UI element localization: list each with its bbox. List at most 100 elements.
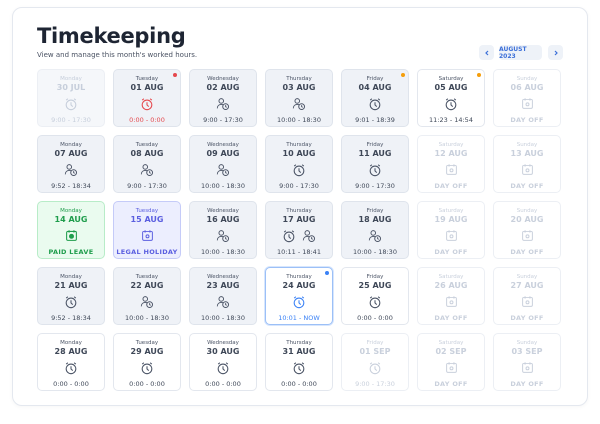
day-hours: 0:00 - 0:00 [357,314,393,322]
day-cell[interactable]: Monday 07 AUG 9:52 - 18:34 [37,135,105,193]
calendar-icon [521,163,534,176]
day-cell[interactable]: Wednesday 16 AUG 10:00 - 18:30 [189,201,257,259]
day-date: 02 AUG [206,83,240,92]
day-cell[interactable]: Wednesday 23 AUG 10:00 - 18:30 [189,267,257,325]
status-dot [173,73,177,77]
day-cell[interactable]: Sunday 03 SEP DAY OFF [493,333,561,391]
day-of-week: Tuesday [135,208,159,214]
chevron-right-icon [554,50,558,55]
day-hours: DAY OFF [434,182,468,190]
day-cell[interactable]: Wednesday 02 AUG 9:00 - 17:30 [189,69,257,127]
day-date: 04 AUG [358,83,392,92]
calendar-grid: Monday 30 JUL 9:00 - 17:30 Tuesday 01 AU… [37,69,561,391]
day-date: 22 AUG [130,281,164,290]
day-hours: 9:01 - 18:39 [355,116,395,124]
person-clock-icon [216,295,230,309]
day-cell[interactable]: Saturday 12 AUG DAY OFF [417,135,485,193]
clock-icon [368,97,382,111]
day-cell[interactable]: Friday 25 AUG 0:00 - 0:00 [341,267,409,325]
clock-icon [140,361,154,375]
day-cell[interactable]: Friday 18 AUG 10:00 - 18:30 [341,201,409,259]
day-of-week: Friday [366,76,384,82]
day-of-week: Sunday [516,274,538,280]
person-clock-icon [140,163,154,177]
day-cell[interactable]: Thursday 10 AUG 9:00 - 17:30 [265,135,333,193]
clock-icon [368,295,382,309]
person-clock-icon [216,229,230,243]
day-date: 28 AUG [54,347,88,356]
day-cell[interactable]: Thursday 03 AUG 10:00 - 18:30 [265,69,333,127]
calendar-icon [445,295,458,308]
day-of-week: Friday [366,274,384,280]
day-date: 09 AUG [206,149,240,158]
prev-month-button[interactable] [479,45,494,60]
day-cell[interactable]: Saturday 26 AUG DAY OFF [417,267,485,325]
day-cell[interactable]: Wednesday 09 AUG 10:00 - 18:30 [189,135,257,193]
day-date: 26 AUG [434,281,468,290]
page-subtitle: View and manage this month's worked hour… [37,51,198,59]
day-of-week: Saturday [438,142,464,148]
day-of-week: Sunday [516,76,538,82]
day-hours: 9:00 - 17:30 [51,116,91,124]
day-cell[interactable]: Friday 11 AUG 9:00 - 17:30 [341,135,409,193]
day-cell[interactable]: Saturday 19 AUG DAY OFF [417,201,485,259]
day-hours: DAY OFF [434,248,468,256]
day-date: 30 AUG [206,347,240,356]
day-cell[interactable]: Sunday 27 AUG DAY OFF [493,267,561,325]
day-cell[interactable]: Monday 28 AUG 0:00 - 0:00 [37,333,105,391]
day-date: 14 AUG [54,215,88,224]
next-month-button[interactable] [548,45,563,60]
day-cell[interactable]: Monday 14 AUG PAID LEAVE [37,201,105,259]
day-date: 24 AUG [282,281,316,290]
day-cell[interactable]: Friday 04 AUG 9:01 - 18:39 [341,69,409,127]
day-date: 01 AUG [130,83,164,92]
person-clock-icon [368,229,382,243]
day-date: 15 AUG [130,215,164,224]
day-hours: 10:01 - NOW [278,314,320,322]
day-hours: 9:00 - 17:30 [127,182,167,190]
day-hours: DAY OFF [510,380,544,388]
day-hours: 10:00 - 18:30 [353,248,397,256]
day-of-week: Wednesday [207,340,239,346]
clock-icon [292,361,306,375]
day-cell[interactable]: Sunday 06 AUG DAY OFF [493,69,561,127]
day-cell[interactable]: Tuesday 01 AUG 0:00 - 0:00 [113,69,181,127]
day-of-week: Thursday [286,274,312,280]
day-hours: DAY OFF [510,314,544,322]
day-cell[interactable]: Monday 21 AUG 9:52 - 18:34 [37,267,105,325]
day-of-week: Tuesday [135,76,159,82]
day-hours: 0:00 - 0:00 [129,380,165,388]
day-cell[interactable]: Thursday 31 AUG 0:00 - 0:00 [265,333,333,391]
day-cell[interactable]: Sunday 20 AUG DAY OFF [493,201,561,259]
calendar-icon [445,163,458,176]
day-cell[interactable]: Wednesday 30 AUG 0:00 - 0:00 [189,333,257,391]
day-cell[interactable]: Sunday 13 AUG DAY OFF [493,135,561,193]
day-hours: 0:00 - 0:00 [53,380,89,388]
day-cell[interactable]: Monday 30 JUL 9:00 - 17:30 [37,69,105,127]
day-cell[interactable]: Thursday 24 AUG 10:01 - NOW [265,267,333,325]
day-date: 27 AUG [510,281,544,290]
day-date: 10 AUG [282,149,316,158]
day-cell[interactable]: Friday 01 SEP 9:00 - 17:30 [341,333,409,391]
day-of-week: Monday [60,274,82,280]
day-cell[interactable]: Saturday 02 SEP DAY OFF [417,333,485,391]
month-selector[interactable]: AUGUST 2023 [499,45,542,60]
calendar-icon [445,361,458,374]
clock-icon [444,97,458,111]
day-cell[interactable]: Thursday 17 AUG 10:11 - 18:41 [265,201,333,259]
day-of-week: Monday [60,340,82,346]
day-date: 29 AUG [130,347,164,356]
day-cell[interactable]: Tuesday 22 AUG 10:00 - 18:30 [113,267,181,325]
day-cell[interactable]: Tuesday 29 AUG 0:00 - 0:00 [113,333,181,391]
day-date: 07 AUG [54,149,88,158]
day-cell[interactable]: Tuesday 08 AUG 9:00 - 17:30 [113,135,181,193]
chevron-left-icon [484,50,488,55]
day-date: 03 AUG [282,83,316,92]
clock-icon [64,295,78,309]
status-dot [325,271,329,275]
day-hours: DAY OFF [510,116,544,124]
day-hours: DAY OFF [434,314,468,322]
day-cell[interactable]: Saturday 05 AUG 11:23 - 14:54 [417,69,485,127]
day-of-week: Friday [366,340,384,346]
day-cell[interactable]: Tuesday 15 AUG LEGAL HOLIDAY [113,201,181,259]
